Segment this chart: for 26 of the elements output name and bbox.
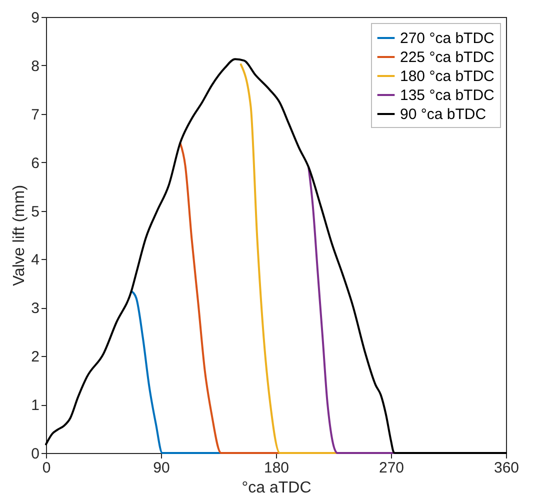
line-series (240, 63, 338, 454)
y-tick-label: 3 (31, 300, 40, 318)
x-tick-label: 180 (264, 460, 290, 476)
y-tick-label: 7 (31, 106, 40, 124)
x-tick-label: 360 (494, 460, 520, 476)
x-tick-label: 270 (378, 460, 404, 476)
y-tick-label: 1 (31, 397, 40, 414)
line-series (179, 142, 281, 454)
y-tick-label: 8 (31, 58, 40, 75)
legend-label: 90 °ca bTDC (400, 106, 486, 123)
legend-label: 135 °ca bTDC (400, 87, 495, 104)
line-series (130, 290, 222, 454)
line-series (308, 166, 396, 454)
y-tick-label: 0 (31, 446, 40, 462)
y-tick-label: 2 (31, 348, 40, 366)
y-tick-label: 4 (31, 252, 40, 269)
legend-label: 225 °ca bTDC (400, 49, 495, 66)
x-tick-label: 0 (42, 460, 51, 476)
y-tick-label: 5 (31, 203, 40, 220)
x-tick-label: 90 (153, 460, 170, 476)
y-tick-label: 9 (31, 10, 40, 26)
legend-label: 180 °ca bTDC (400, 68, 495, 85)
y-axis-title: Valve lift (mm) (11, 184, 28, 286)
legend-label: 270 °ca bTDC (400, 30, 495, 47)
x-axis-title: °ca aTDC (242, 480, 312, 496)
y-tick-label: 6 (31, 154, 40, 172)
